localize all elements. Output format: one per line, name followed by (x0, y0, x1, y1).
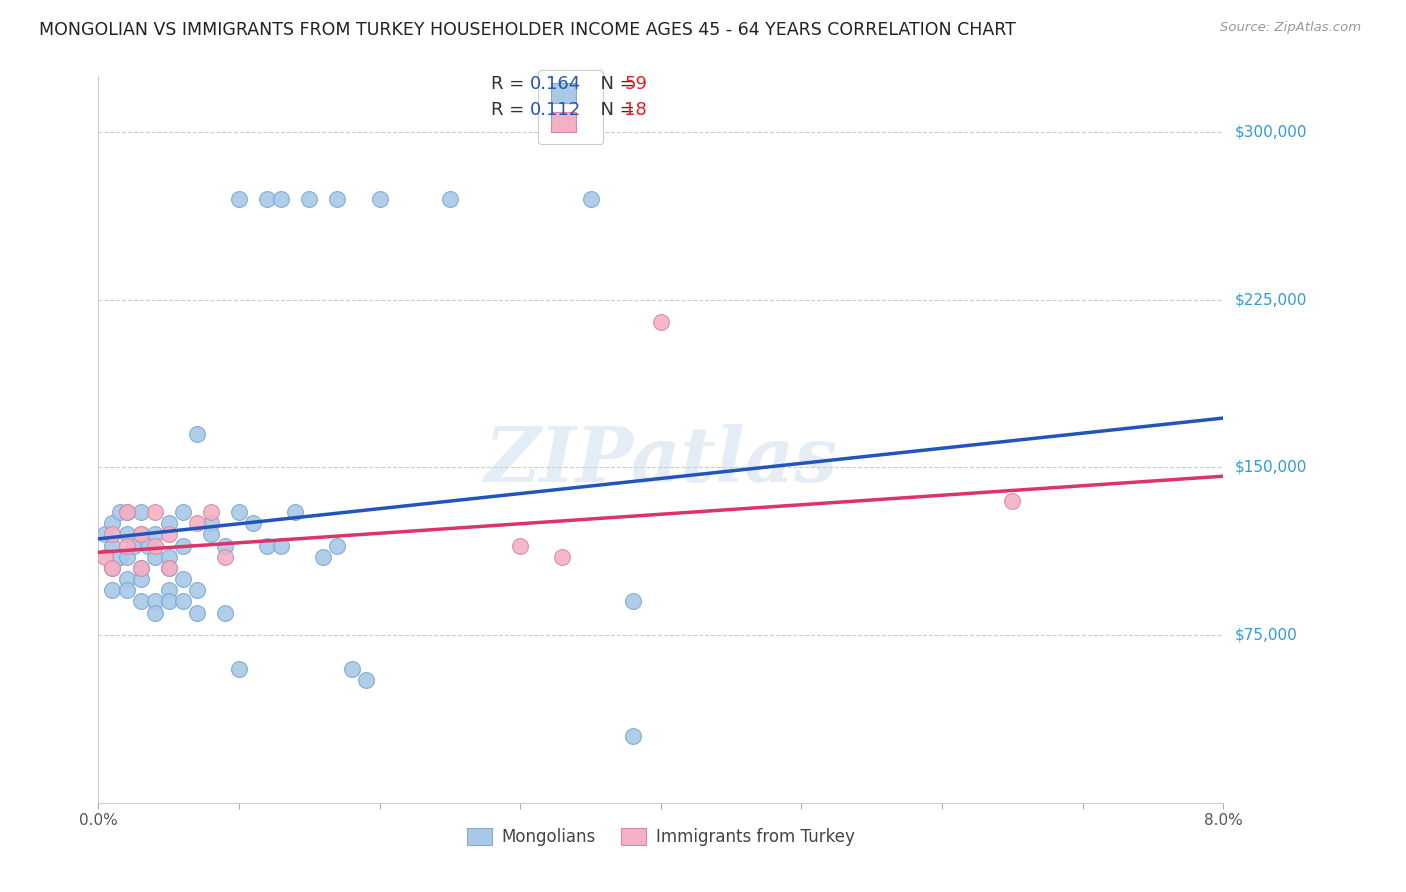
Text: $150,000: $150,000 (1234, 459, 1306, 475)
Point (298, 192, 321, 206)
Point (621, 729, 644, 743)
Point (143, 505, 166, 519)
Point (228, 505, 250, 519)
Point (186, 606, 208, 620)
Point (200, 527, 222, 541)
Point (115, 527, 138, 541)
Point (129, 594, 152, 608)
Point (214, 539, 236, 553)
Point (242, 516, 264, 531)
Point (115, 572, 138, 586)
Point (101, 561, 124, 575)
Point (228, 192, 250, 206)
Text: $225,000: $225,000 (1234, 292, 1306, 307)
Point (579, 192, 602, 206)
Point (256, 192, 278, 206)
Point (326, 192, 349, 206)
Point (129, 527, 152, 541)
Text: MONGOLIAN VS IMMIGRANTS FROM TURKEY HOUSEHOLDER INCOME AGES 45 - 64 YEARS CORREL: MONGOLIAN VS IMMIGRANTS FROM TURKEY HOUS… (39, 21, 1017, 38)
Point (94, 527, 117, 541)
Point (115, 505, 138, 519)
Point (214, 606, 236, 620)
Point (326, 539, 349, 553)
Text: N =: N = (589, 75, 641, 93)
Point (312, 549, 335, 564)
Point (115, 583, 138, 598)
Point (115, 505, 138, 519)
Point (129, 561, 152, 575)
Point (115, 549, 138, 564)
Legend: Mongolians, Immigrants from Turkey: Mongolians, Immigrants from Turkey (457, 818, 865, 856)
Text: ZIPatlas: ZIPatlas (484, 424, 838, 498)
Point (129, 572, 152, 586)
Point (157, 561, 180, 575)
Point (172, 594, 194, 608)
Text: 0.164: 0.164 (530, 75, 581, 93)
Point (101, 561, 124, 575)
Text: R =: R = (491, 75, 530, 93)
Point (172, 572, 194, 586)
Point (551, 549, 574, 564)
Point (129, 505, 152, 519)
Point (650, 315, 672, 329)
Point (172, 539, 194, 553)
Point (143, 549, 166, 564)
Point (108, 505, 131, 519)
Point (94, 549, 117, 564)
Point (157, 583, 180, 598)
Point (157, 549, 180, 564)
Point (186, 426, 208, 441)
Point (157, 516, 180, 531)
Point (157, 561, 180, 575)
Point (143, 539, 166, 553)
Point (108, 549, 131, 564)
Text: Source: ZipAtlas.com: Source: ZipAtlas.com (1220, 21, 1361, 34)
Point (143, 606, 166, 620)
Text: R =: R = (491, 102, 530, 120)
Point (115, 539, 138, 553)
Point (284, 505, 307, 519)
Point (354, 673, 377, 687)
Point (157, 527, 180, 541)
Point (101, 583, 124, 598)
Point (270, 539, 292, 553)
Point (1001, 493, 1024, 508)
Point (157, 594, 180, 608)
Text: 0.112: 0.112 (530, 102, 581, 120)
Point (172, 505, 194, 519)
Point (101, 516, 124, 531)
Text: $300,000: $300,000 (1234, 124, 1306, 139)
Point (101, 527, 124, 541)
Text: 18: 18 (624, 102, 647, 120)
Point (186, 516, 208, 531)
Point (368, 192, 391, 206)
Point (136, 539, 159, 553)
Text: N =: N = (589, 102, 641, 120)
Point (270, 192, 292, 206)
Point (143, 527, 166, 541)
Point (122, 539, 145, 553)
Text: $75,000: $75,000 (1234, 628, 1298, 642)
Text: 59: 59 (624, 75, 647, 93)
Point (340, 662, 363, 676)
Point (200, 505, 222, 519)
Point (439, 192, 461, 206)
Point (186, 583, 208, 598)
Point (129, 561, 152, 575)
Point (129, 527, 152, 541)
Point (143, 594, 166, 608)
Point (228, 662, 250, 676)
Point (256, 539, 278, 553)
Point (509, 539, 531, 553)
Point (200, 516, 222, 531)
Point (214, 549, 236, 564)
Point (101, 539, 124, 553)
Point (621, 594, 644, 608)
